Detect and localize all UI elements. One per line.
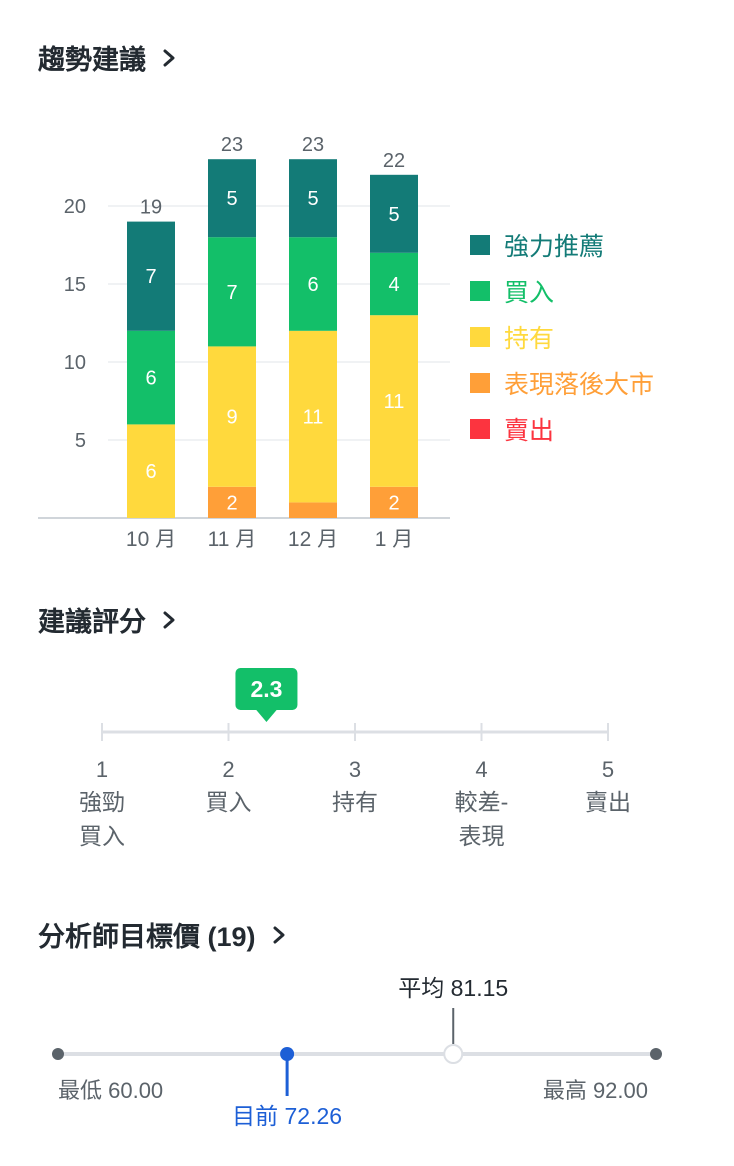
bar-total-label: 22 [383, 150, 405, 172]
rating-scale-label: 賣出 [585, 789, 631, 815]
y-tick-label: 5 [75, 430, 86, 452]
rating-title-link[interactable]: 建議評分 [38, 600, 180, 639]
legend-label: 持有 [504, 325, 555, 353]
rating-scale-label: 表現 [459, 823, 505, 849]
chevron-right-icon [273, 926, 285, 943]
high-dot [650, 1048, 662, 1060]
legend-swatch [470, 281, 490, 301]
rating-scale-number: 5 [602, 757, 614, 782]
bar-value-label: 11 [303, 407, 324, 429]
average-dot [443, 1044, 464, 1064]
target-price-range: 平均 81.15 目前 72.26 最低 60.00 最高 92.00 [52, 975, 662, 1129]
rating-badge-pointer [255, 709, 278, 722]
x-tick-label: 11 月 [208, 528, 257, 551]
y-tick-label: 15 [64, 274, 86, 296]
bar-segment [370, 315, 418, 487]
trend-title-link[interactable]: 趨勢建議 [38, 38, 180, 77]
bar-segment [370, 174, 418, 253]
legend-swatch [470, 373, 490, 393]
bar-value-label: 4 [388, 274, 399, 296]
bar-segment [127, 424, 175, 518]
rating-scale-number: 4 [475, 757, 487, 782]
bar-segment [127, 221, 175, 331]
bar-segment [208, 159, 256, 238]
low-label: 最低 60.00 [58, 1078, 163, 1103]
bar-segment [289, 159, 337, 238]
x-tick-label: 12 月 [288, 528, 338, 551]
legend-item: 持有 [470, 314, 654, 360]
chevron-right-icon [163, 49, 175, 66]
bar-segment [370, 486, 418, 518]
bar-segment [208, 486, 256, 518]
trend-chart: 5 10 15 20 6 6 7 19 10 月 2 9 7 5 23 11 月 11 6 5 23 12 月 2 11 4… [38, 134, 450, 551]
x-tick-label: 1 月 [375, 528, 414, 551]
rating-title: 建議評分 [38, 607, 146, 637]
rating-scale-label: 強勁 [79, 789, 125, 815]
legend-item: 強力推薦 [470, 222, 654, 268]
legend-swatch [470, 235, 490, 255]
bar-value-label: 6 [145, 461, 156, 483]
y-tick-label: 20 [64, 196, 86, 218]
legend-item: 買入 [470, 268, 654, 314]
trend-title: 趨勢建議 [38, 45, 146, 75]
bar-value-label: 2 [226, 492, 237, 514]
bar-value-label: 7 [226, 282, 237, 304]
bar-segment [289, 502, 337, 518]
current-dot [280, 1047, 295, 1061]
bar-value-label: 5 [226, 188, 237, 210]
bar-value-label: 9 [226, 407, 237, 429]
legend-swatch [470, 419, 490, 439]
bar-segment [127, 330, 175, 425]
rating-scale-number: 3 [349, 757, 361, 782]
bar-segment [370, 252, 418, 316]
legend-label: 賣出 [504, 417, 555, 445]
rating-badge [235, 668, 298, 710]
bar-value-label: 11 [384, 391, 405, 413]
legend-label: 表現落後大市 [504, 371, 655, 399]
x-tick-label: 10 月 [126, 528, 176, 551]
bar-total-label: 19 [140, 197, 162, 219]
target-title: 分析師目標價 (19) [38, 922, 256, 952]
bar-segment [208, 346, 256, 487]
rating-value: 2.3 [250, 676, 282, 702]
rating-scale-number: 2 [222, 757, 234, 782]
bar-segment [289, 237, 337, 331]
current-label: 目前 72.26 [232, 1103, 342, 1129]
bar-value-label: 5 [388, 204, 399, 226]
rating-scale-label: 較差- [455, 789, 509, 815]
bar-total-label: 23 [221, 134, 243, 156]
legend-item: 表現落後大市 [470, 360, 654, 406]
high-label: 最高 92.00 [543, 1078, 648, 1103]
rating-scale-label: 買入 [206, 789, 252, 815]
trend-legend: 強力推薦買入持有表現落後大市 賣出 [470, 222, 654, 452]
rating-scale-number: 1 [96, 757, 108, 782]
bar-value-label: 7 [145, 266, 156, 288]
low-dot [52, 1048, 64, 1060]
legend-swatch [470, 327, 490, 347]
bar-segment [208, 237, 256, 347]
chevron-right-icon [163, 611, 175, 628]
legend-item: 賣出 [470, 406, 654, 452]
bar-segment [289, 330, 337, 503]
average-label: 平均 81.15 [398, 975, 508, 1001]
rating-scale-label: 買入 [79, 823, 125, 849]
bar-value-label: 2 [388, 492, 399, 514]
legend-label: 強力推薦 [504, 233, 605, 261]
bar-value-label: 6 [307, 274, 318, 296]
bar-value-label: 6 [145, 368, 156, 390]
bar-value-label: 5 [307, 188, 318, 210]
target-title-link[interactable]: 分析師目標價 (19) [38, 915, 290, 954]
legend-label: 買入 [504, 279, 555, 307]
y-tick-label: 10 [64, 352, 86, 374]
rating-scale-label: 持有 [332, 789, 378, 815]
bar-total-label: 23 [302, 134, 324, 156]
